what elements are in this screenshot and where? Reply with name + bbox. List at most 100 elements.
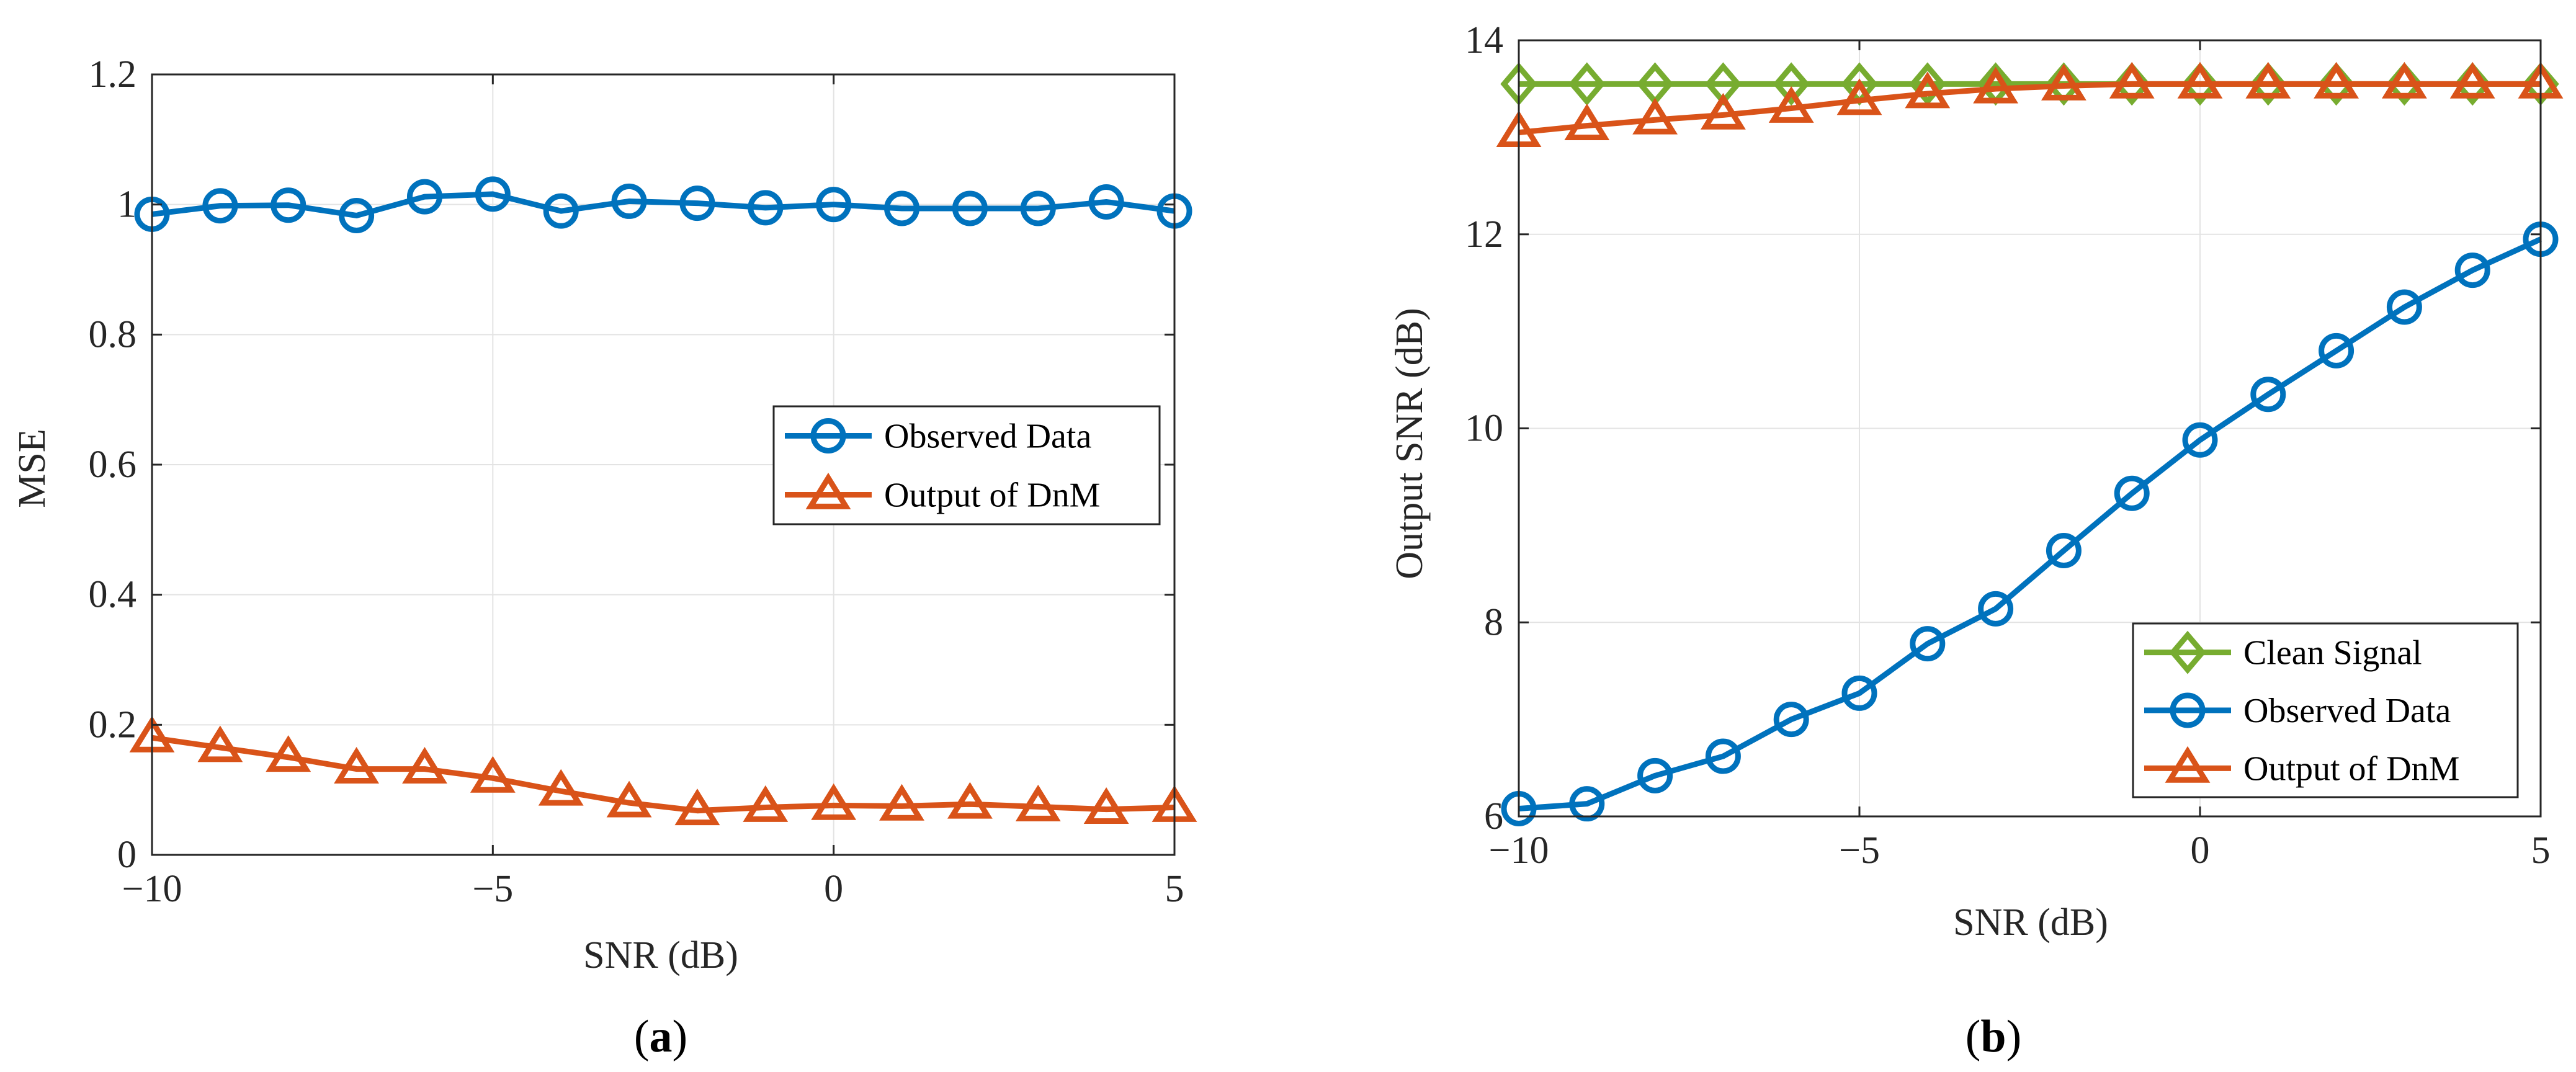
panel-a-observed-data-point xyxy=(202,188,238,224)
panel-a-ytick-label: 1 xyxy=(117,184,136,226)
panel-b: −10 −5 0 5 6 8 10 12 14 SNR (dB) Output SNR (dB)… xyxy=(1389,19,2564,1062)
panel-b-observed-data-point xyxy=(1637,757,1673,793)
panel-a-xlabel: SNR (dB) xyxy=(583,934,738,976)
panel-b-legend: Clean Signal Observed Data Output of DnM xyxy=(2132,622,2519,798)
panel-b-ytick-label: 6 xyxy=(1484,795,1503,838)
panel-a-ytick-label: 0.8 xyxy=(89,313,137,355)
panel-b-observed-data-point xyxy=(2250,377,2286,413)
panel-a-legend-label-observed-data: Observed Data xyxy=(884,418,1091,456)
panel-b-legend-marker-output-of-dnm xyxy=(2165,746,2211,783)
panel-a-observed-data-point xyxy=(406,179,442,215)
panel-a-observed-data-point xyxy=(271,187,306,223)
panel-a-xtick-label: −10 xyxy=(122,868,182,910)
panel-b-output-of-dnm-line xyxy=(1518,81,2541,136)
panel-b-legend-label-output-of-dnm: Output of DnM xyxy=(2243,749,2459,788)
panel-b-xlabel: SNR (dB) xyxy=(1953,901,2108,944)
panel-a-output-of-dnm-point xyxy=(674,788,720,826)
panel-b-observed-data-point xyxy=(2046,533,2082,569)
panel-b-legend-label-clean-signal: Clean Signal xyxy=(2243,634,2422,672)
panel-a-legend-label-output-of-dnm: Output of DnM xyxy=(884,476,1100,515)
panel-b-clean-signal-point xyxy=(2045,62,2083,106)
panel-a-output-of-dnm-point xyxy=(811,783,857,820)
panel-b-observed-data-point xyxy=(1978,591,2014,627)
panel-a-observed-data-line xyxy=(151,191,1175,218)
panel-a-observed-data-point xyxy=(679,185,715,221)
panel-b-ytick-label: 10 xyxy=(1465,408,1503,450)
panel-b-output-of-dnm-point xyxy=(1564,104,1610,141)
panel-b-output-of-dnm-point xyxy=(2245,61,2291,99)
panel-b-clean-signal-point xyxy=(1568,62,1606,106)
panel-b-output-of-dnm-point xyxy=(2381,61,2427,99)
panel-b-output-of-dnm-point xyxy=(1632,97,1678,135)
panel-b-observed-data-point xyxy=(1569,786,1605,822)
panel-b-observed-data-point xyxy=(1773,702,1809,738)
panel-b-observed-data-point xyxy=(2319,333,2355,368)
panel-b-output-of-dnm-point xyxy=(2041,63,2086,100)
panel-b-ytick-label: 8 xyxy=(1484,601,1503,643)
panel-a-output-of-dnm-point xyxy=(538,769,584,806)
panel-b-output-of-dnm-point xyxy=(1973,66,2019,104)
panel-a-output-of-dnm-point xyxy=(402,747,447,784)
panel-a-ylabel: MSE xyxy=(11,429,53,507)
panel-b-observed-data-point xyxy=(2114,475,2150,511)
panel-b-clean-signal-point xyxy=(1909,62,1946,106)
panel-a-observed-data-point xyxy=(816,187,852,223)
panel-b-caption: (b) xyxy=(1966,1011,2021,1062)
panel-b-legend-label-observed-data: Observed Data xyxy=(2243,692,2451,730)
panel-b-xtick-label: 0 xyxy=(2191,829,2210,872)
panel-a-observed-data-point xyxy=(543,193,579,229)
panel-a-legend-marker-observed-data xyxy=(810,418,846,453)
panel-a-ytick-label: 0.2 xyxy=(89,704,137,746)
panel-b-output-of-dnm-point xyxy=(1905,71,1951,109)
panel-b-clean-signal-point xyxy=(1773,62,1810,106)
panel-b-output-of-dnm-point xyxy=(2449,61,2495,99)
panel-a-caption-letter: a xyxy=(650,1011,673,1062)
panel-a-series-observed-data xyxy=(134,176,1192,233)
panel-a-series-output-of-dnm xyxy=(129,715,1197,826)
panel-a-ytick-label: 0 xyxy=(117,834,136,876)
panel-b-output-of-dnm-point xyxy=(1836,78,1882,115)
panel-b-ylabel: Output SNR (dB) xyxy=(1389,308,1431,579)
panel-a-observed-data-point xyxy=(1088,184,1124,220)
panel-b-ytick-label: 12 xyxy=(1465,213,1503,256)
panel-a-observed-data-point xyxy=(339,197,375,233)
panel-a-output-of-dnm-point xyxy=(266,735,311,772)
panel-b-observed-data-point xyxy=(1841,675,1877,711)
panel-b-observed-data-point xyxy=(1705,738,1741,774)
panel-a-legend-marker-output-of-dnm xyxy=(805,472,851,509)
panel-a-observed-data-point xyxy=(952,190,988,226)
panel-b-ticks: −10 −5 0 5 6 8 10 12 14 xyxy=(1465,19,2551,872)
panel-a-observed-data-point xyxy=(611,183,647,219)
panel-b-legend-marker-observed-data xyxy=(2170,692,2206,728)
panel-a-observed-data-point xyxy=(748,190,784,226)
panel-b-output-of-dnm-point xyxy=(2314,61,2359,99)
panel-b-xtick-label: −5 xyxy=(1839,829,1880,872)
panel-a-output-of-dnm-point xyxy=(197,725,243,762)
panel-a-ytick-label: 1.2 xyxy=(89,53,137,96)
panel-b-xtick-label: 5 xyxy=(2531,829,2551,872)
panel-b-series-output-of-dnm xyxy=(1496,61,2564,147)
panel-b-observed-data-point xyxy=(2386,289,2422,325)
panel-a-caption: (a) xyxy=(634,1011,687,1062)
panel-b-output-of-dnm-point xyxy=(1700,92,1746,130)
panel-b-caption-letter: b xyxy=(1980,1011,2006,1062)
panel-b-observed-data-point xyxy=(2454,252,2490,288)
panel-b-observed-data-point xyxy=(1910,626,1946,662)
panel-a-output-of-dnm-point xyxy=(470,756,516,793)
panel-a-output-of-dnm-point xyxy=(606,780,652,818)
panel-b-output-of-dnm-point xyxy=(1768,86,1814,123)
panel-a-output-of-dnm-point xyxy=(1015,784,1061,821)
panel-a-output-of-dnm-point xyxy=(743,785,789,822)
panel-a-output-of-dnm-point xyxy=(879,784,924,821)
panel-a-output-of-dnm-line xyxy=(151,735,1175,814)
panel-a-observed-data-point xyxy=(1020,190,1056,226)
panel-b-output-of-dnm-point xyxy=(2177,61,2223,99)
panel-a-xtick-label: −5 xyxy=(472,868,513,910)
panel-a-output-of-dnm-point xyxy=(947,782,993,819)
panel-b-legend-marker-clean-signal xyxy=(2169,630,2206,674)
panel-a-output-of-dnm-point xyxy=(1083,787,1129,824)
panel-a-observed-data-point xyxy=(884,190,920,226)
panel-a-xtick-label: 0 xyxy=(824,868,843,910)
panel-a: −10 −5 0 5 0 0.2 0.4 0.6 0.8 1 1.2 SNR (dB) MSE Ob… xyxy=(11,53,1197,1062)
panel-b-observed-data-line xyxy=(1518,236,2542,811)
